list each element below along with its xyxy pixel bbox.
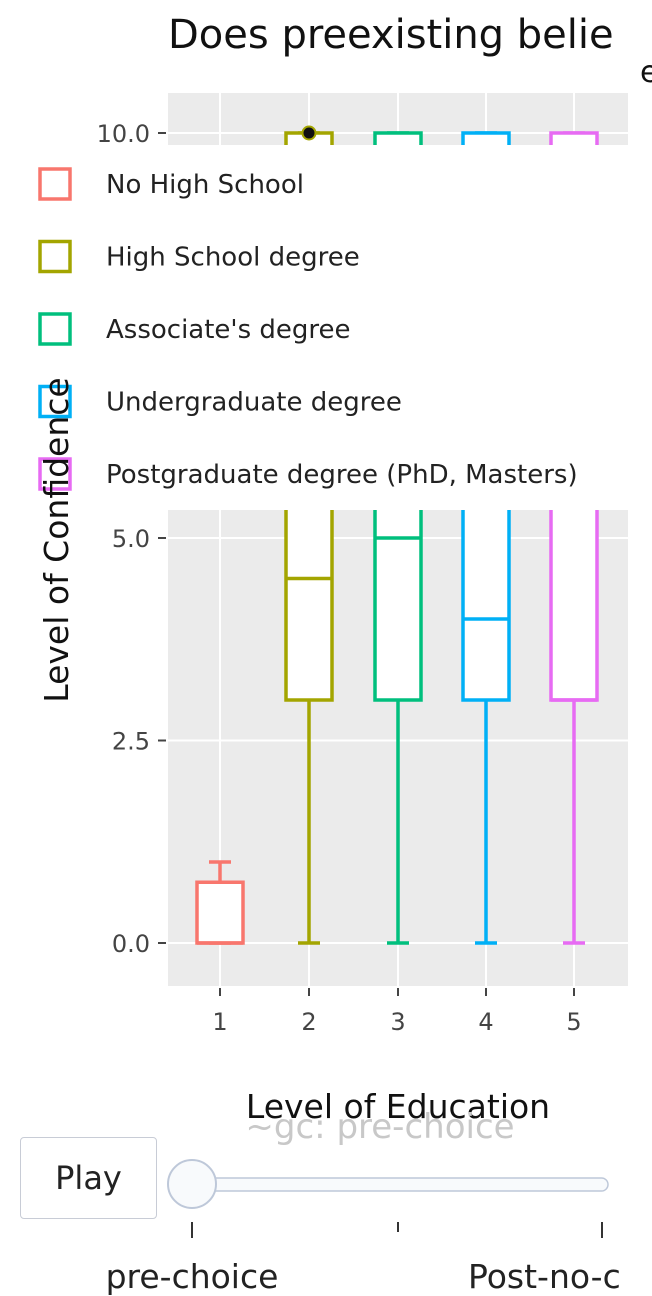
legend-label: Undergraduate degree [106, 388, 402, 418]
box-1[interactable] [195, 860, 245, 945]
legend-label: Postgraduate degree (PhD, Masters) [106, 460, 578, 490]
box-body-1 [195, 880, 245, 945]
legend-swatch [38, 457, 72, 491]
play-button[interactable]: Play [20, 1137, 157, 1219]
legend-label: Associate's degree [106, 315, 351, 345]
legend-label: High School degree [106, 243, 360, 273]
legend-item-5[interactable]: Postgraduate degree (PhD, Masters) [38, 457, 578, 491]
y-axis-title: Level of Confidence [37, 377, 76, 702]
y-tick-label-2: 5.0 [112, 525, 150, 553]
legend: No High School High School degree Associat… [38, 167, 578, 491]
y-axis-ticks: 0.0 2.5 5.0 10.0 [97, 120, 166, 958]
legend-swatch [38, 384, 72, 419]
legend-item-2[interactable]: High School degree [38, 239, 360, 274]
x-tick-label-5: 5 [566, 1008, 581, 1036]
x-tick-label-4: 4 [478, 1008, 493, 1036]
slider-track[interactable] [179, 1177, 609, 1192]
y-tick-label-0: 0.0 [112, 930, 150, 958]
legend-swatch [38, 239, 72, 274]
legend-swatch [38, 312, 72, 346]
x-tick-label-3: 3 [390, 1008, 405, 1036]
x-tick-label-1: 1 [212, 1008, 227, 1036]
frame-label: ~gc: pre-choice [245, 1107, 514, 1147]
y-tick-label-1: 2.5 [112, 728, 150, 756]
legend-item-4[interactable]: Undergraduate degree [38, 384, 402, 419]
legend-swatch [38, 167, 72, 201]
slider-step-label-1[interactable]: pre-choice [106, 1257, 279, 1296]
x-axis-title: Level of Education [246, 1087, 550, 1126]
legend-item-1[interactable]: No High School [38, 167, 304, 201]
x-tick-label-2: 2 [301, 1008, 316, 1036]
animation-slider[interactable]: pre-choice Post-no-c [106, 1159, 621, 1296]
slider-handle[interactable] [167, 1159, 217, 1209]
legend-background [0, 145, 652, 510]
outlier-2-0 [301, 125, 317, 141]
legend-label: No High School [106, 170, 304, 200]
chart-title: Does preexisting belie [168, 12, 614, 58]
y-tick-label-3: 10.0 [97, 120, 150, 148]
chart-title-line2: e [640, 55, 652, 90]
x-axis-ticks: 1 2 3 4 5 [212, 988, 582, 1036]
legend-item-3[interactable]: Associate's degree [38, 312, 351, 346]
slider-step-label-3[interactable]: Post-no-c [468, 1257, 621, 1296]
